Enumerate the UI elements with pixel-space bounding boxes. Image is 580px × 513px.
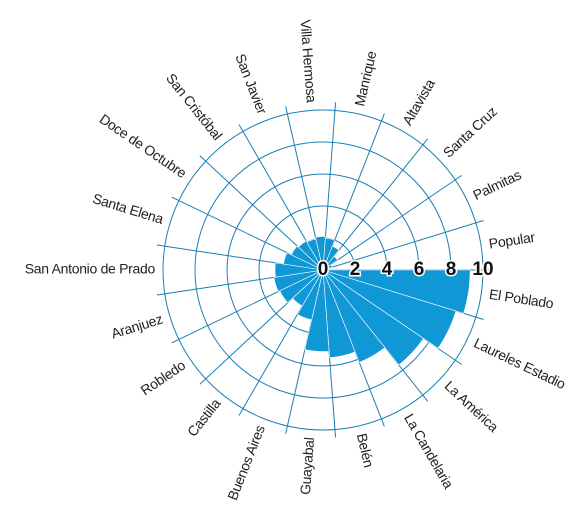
radial-line	[322, 138, 429, 271]
r-tick-label: 0	[318, 259, 329, 280]
category-label: San Cristóbal	[163, 70, 226, 143]
r-tick-label: 2	[350, 259, 361, 280]
bars	[273, 236, 471, 366]
category-label: El Poblado	[488, 286, 555, 312]
category-label: Castilla	[184, 395, 224, 439]
category-label: Altavista	[399, 76, 438, 128]
category-label: Doce de Octubre	[97, 111, 190, 182]
bar	[283, 252, 324, 271]
bar	[296, 269, 324, 321]
r-tick-label: 4	[382, 259, 393, 280]
radial-line	[322, 220, 484, 271]
category-label: Laureles Estadio	[471, 335, 568, 393]
r-tick-label: 10	[472, 259, 493, 280]
category-label: Buenos Aires	[224, 423, 268, 503]
bar	[322, 269, 356, 359]
category-label: Aranjuez	[109, 311, 165, 342]
category-label: Guayabal	[297, 437, 317, 496]
category-label: Popular	[488, 229, 537, 252]
category-label: Belén	[354, 432, 377, 469]
category-label: Palmitas	[470, 166, 523, 203]
radial-line	[322, 174, 463, 271]
bar	[274, 262, 324, 278]
r-tick-label: 6	[414, 259, 425, 280]
bar	[322, 255, 338, 271]
category-label: Manrique	[351, 49, 379, 108]
category-label: La América	[442, 377, 502, 435]
ticks: 0 2 4 6 8 10	[316, 258, 495, 282]
bar	[273, 269, 324, 292]
bar	[322, 269, 424, 366]
category-label: Santa Elena	[91, 190, 166, 227]
category-label: San Antonio de Prado	[25, 261, 156, 277]
category-label: San Javier	[232, 51, 270, 116]
bar	[290, 245, 324, 271]
r-tick-label: 8	[446, 259, 457, 280]
category-label: Robledo	[138, 357, 189, 399]
bar	[322, 245, 340, 271]
bar	[304, 269, 330, 352]
bar	[315, 236, 326, 271]
bar	[322, 269, 457, 349]
bar	[322, 269, 471, 314]
bar	[297, 240, 324, 271]
bar	[322, 264, 333, 271]
category-label: La Candelaria	[401, 411, 457, 492]
category-label: Villa Hermosa	[298, 19, 320, 103]
bar	[322, 269, 386, 363]
bar	[322, 268, 327, 271]
category-label: Santa Cruz	[440, 103, 500, 161]
